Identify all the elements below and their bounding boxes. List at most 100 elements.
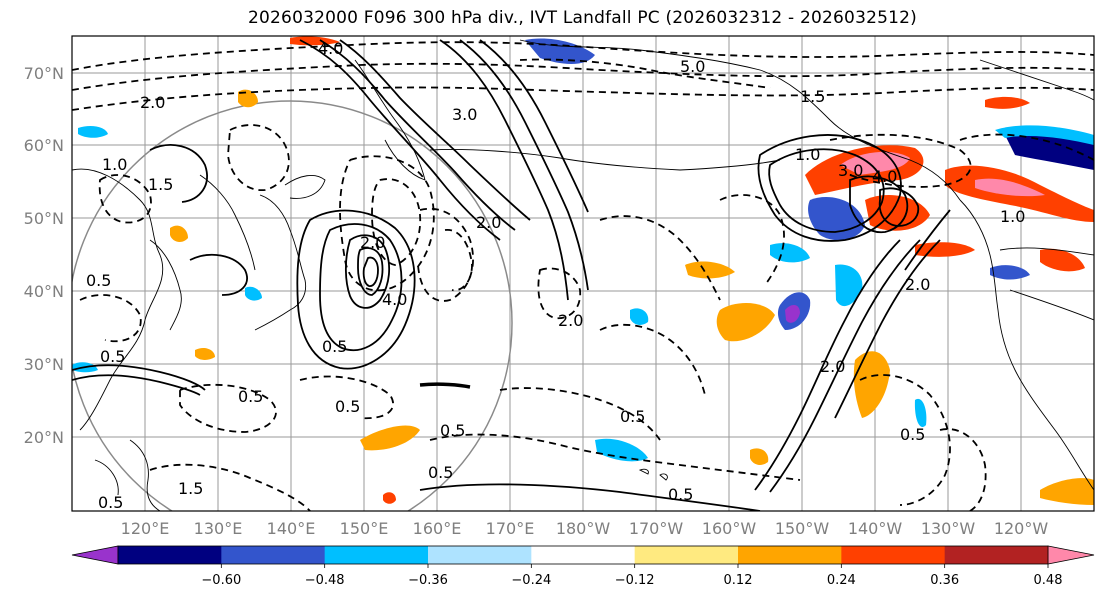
shade-ca-orange: [1040, 248, 1085, 272]
colorbar-segment: [531, 546, 636, 564]
contour-label: 2.0: [140, 93, 165, 112]
shade-wp-orange3: [170, 225, 188, 242]
shade-ca-blue: [990, 265, 1030, 280]
lon-label: 150°W: [775, 519, 830, 538]
lon-label: 140°W: [848, 519, 903, 538]
shade-wp-orange2: [238, 89, 258, 108]
radius-circle: [72, 100, 513, 511]
lon-label: 160°E: [413, 519, 462, 538]
colorbar-segment: [324, 546, 429, 564]
colorbar-segment: [221, 546, 326, 564]
colorbar-tick-label: 0.48: [1034, 573, 1063, 588]
shade-ne-cyan: [995, 125, 1094, 145]
map-gridlines: [72, 36, 1094, 511]
shade-wa-orange: [915, 242, 975, 257]
contour-label: 2.0: [558, 311, 583, 330]
contour-label: 4.0: [872, 167, 897, 186]
colorbar-segment: [634, 546, 739, 564]
contour-label: 3.0: [838, 161, 863, 180]
shade-ne-orange: [985, 96, 1030, 109]
map-plot-area: 2.0 1.0 1.5 0.5 0.5 2.0 4.0 0.5 0.5 0.5 …: [72, 36, 1094, 512]
lat-label: 40°N: [24, 282, 64, 301]
colorbar-segment: [944, 546, 1049, 564]
contour-label: 4.0: [382, 290, 407, 309]
shade-cp-cyan: [770, 243, 810, 263]
contour-label: 3.0: [452, 105, 477, 124]
contour-label: 0.5: [440, 421, 465, 440]
contour-label: 0.5: [100, 347, 125, 366]
shade-ne-blue: [1005, 132, 1094, 170]
coastlines: [72, 39, 1094, 511]
lon-label: 120°E: [121, 519, 170, 538]
shade-n-orange: [290, 36, 340, 46]
map-frame: [71, 35, 1095, 512]
shade-cp-orange2: [685, 261, 735, 279]
colorbar-segment: [428, 546, 532, 564]
shade-cp-orange1: [716, 303, 775, 342]
shade-sc-cyan3: [914, 398, 927, 428]
shade-sc-cyan2: [630, 308, 649, 325]
lon-label: 180°W: [556, 519, 611, 538]
colorbar-segment: [738, 546, 842, 564]
shade-wp-orange: [360, 425, 420, 451]
lat-label: 30°N: [24, 355, 64, 374]
colorbar-extend-right: [1047, 545, 1095, 565]
shade-wp-orange4: [195, 347, 215, 360]
contour-label: 4.0: [318, 39, 343, 58]
colorbar-frame: [117, 545, 1049, 565]
colorbar-tick-label: −0.36: [408, 573, 448, 588]
shade-bc-pink: [975, 178, 1045, 197]
colorbar: −0.60 −0.48 −0.36 −0.24 −0.12 0.12 0.24 0.36 0.4…: [71, 545, 1095, 588]
contour-label: 0.5: [86, 271, 111, 290]
lon-label: 160°W: [702, 519, 757, 538]
lon-label: 130°W: [921, 519, 976, 538]
lat-label: 70°N: [24, 64, 64, 83]
positive-contours: [72, 39, 951, 511]
contour-label: 1.5: [148, 175, 173, 194]
contour-label: 0.5: [322, 337, 347, 356]
contour-label: 1.0: [102, 155, 127, 174]
colorbar-segment: [841, 546, 946, 564]
colorbar-tick-label: 0.24: [827, 573, 856, 588]
colorbar-tick-label: −0.60: [201, 573, 241, 588]
colorbar-tick-label: −0.12: [615, 573, 655, 588]
contour-label: 0.5: [620, 407, 645, 426]
shading-layer: [72, 36, 1094, 505]
contour-label: 0.5: [900, 425, 925, 444]
shade-red-dot: [383, 492, 396, 504]
contour-label: 0.5: [335, 397, 360, 416]
shade-cp-cyan2: [835, 264, 863, 307]
contour-label: 0.5: [668, 485, 693, 504]
contour-label: 2.0: [476, 213, 501, 232]
contour-label: 0.5: [428, 463, 453, 482]
negative-contours: [72, 41, 1094, 511]
shade-sp-orange: [750, 448, 769, 465]
lat-label: 50°N: [24, 209, 64, 228]
lon-label: 170°W: [629, 519, 684, 538]
shade-cp-purple: [785, 304, 800, 323]
contour-label: 1.5: [800, 87, 825, 106]
lon-label: 120°W: [994, 519, 1049, 538]
colorbar-tick-label: −0.48: [305, 573, 345, 588]
shade-wp-cyan: [245, 286, 262, 301]
latitude-labels: 70°N 60°N 50°N 40°N 30°N 20°N: [24, 64, 64, 447]
lat-label: 20°N: [24, 428, 64, 447]
colorbar-tick-label: 0.12: [724, 573, 753, 588]
contour-label: 1.5: [178, 479, 203, 498]
lon-label: 150°E: [340, 519, 389, 538]
contour-label: 5.0: [680, 57, 705, 76]
lon-label: 170°E: [486, 519, 535, 538]
lat-label: 60°N: [24, 136, 64, 155]
colorbar-tick-label: 0.36: [930, 573, 959, 588]
contour-label: 2.0: [360, 233, 385, 252]
shade-cp-orange3: [853, 351, 890, 418]
contour-label: 2.0: [905, 275, 930, 294]
contour-lines: [72, 39, 1094, 511]
colorbar-tick-label: −0.24: [511, 573, 551, 588]
shade-se-orange: [1040, 478, 1094, 505]
contour-label: 1.0: [795, 145, 820, 164]
contour-label: 0.5: [238, 387, 263, 406]
contour-labels: 2.0 1.0 1.5 0.5 0.5 2.0 4.0 0.5 0.5 0.5 …: [86, 39, 1025, 512]
contour-label: 0.5: [98, 493, 123, 512]
